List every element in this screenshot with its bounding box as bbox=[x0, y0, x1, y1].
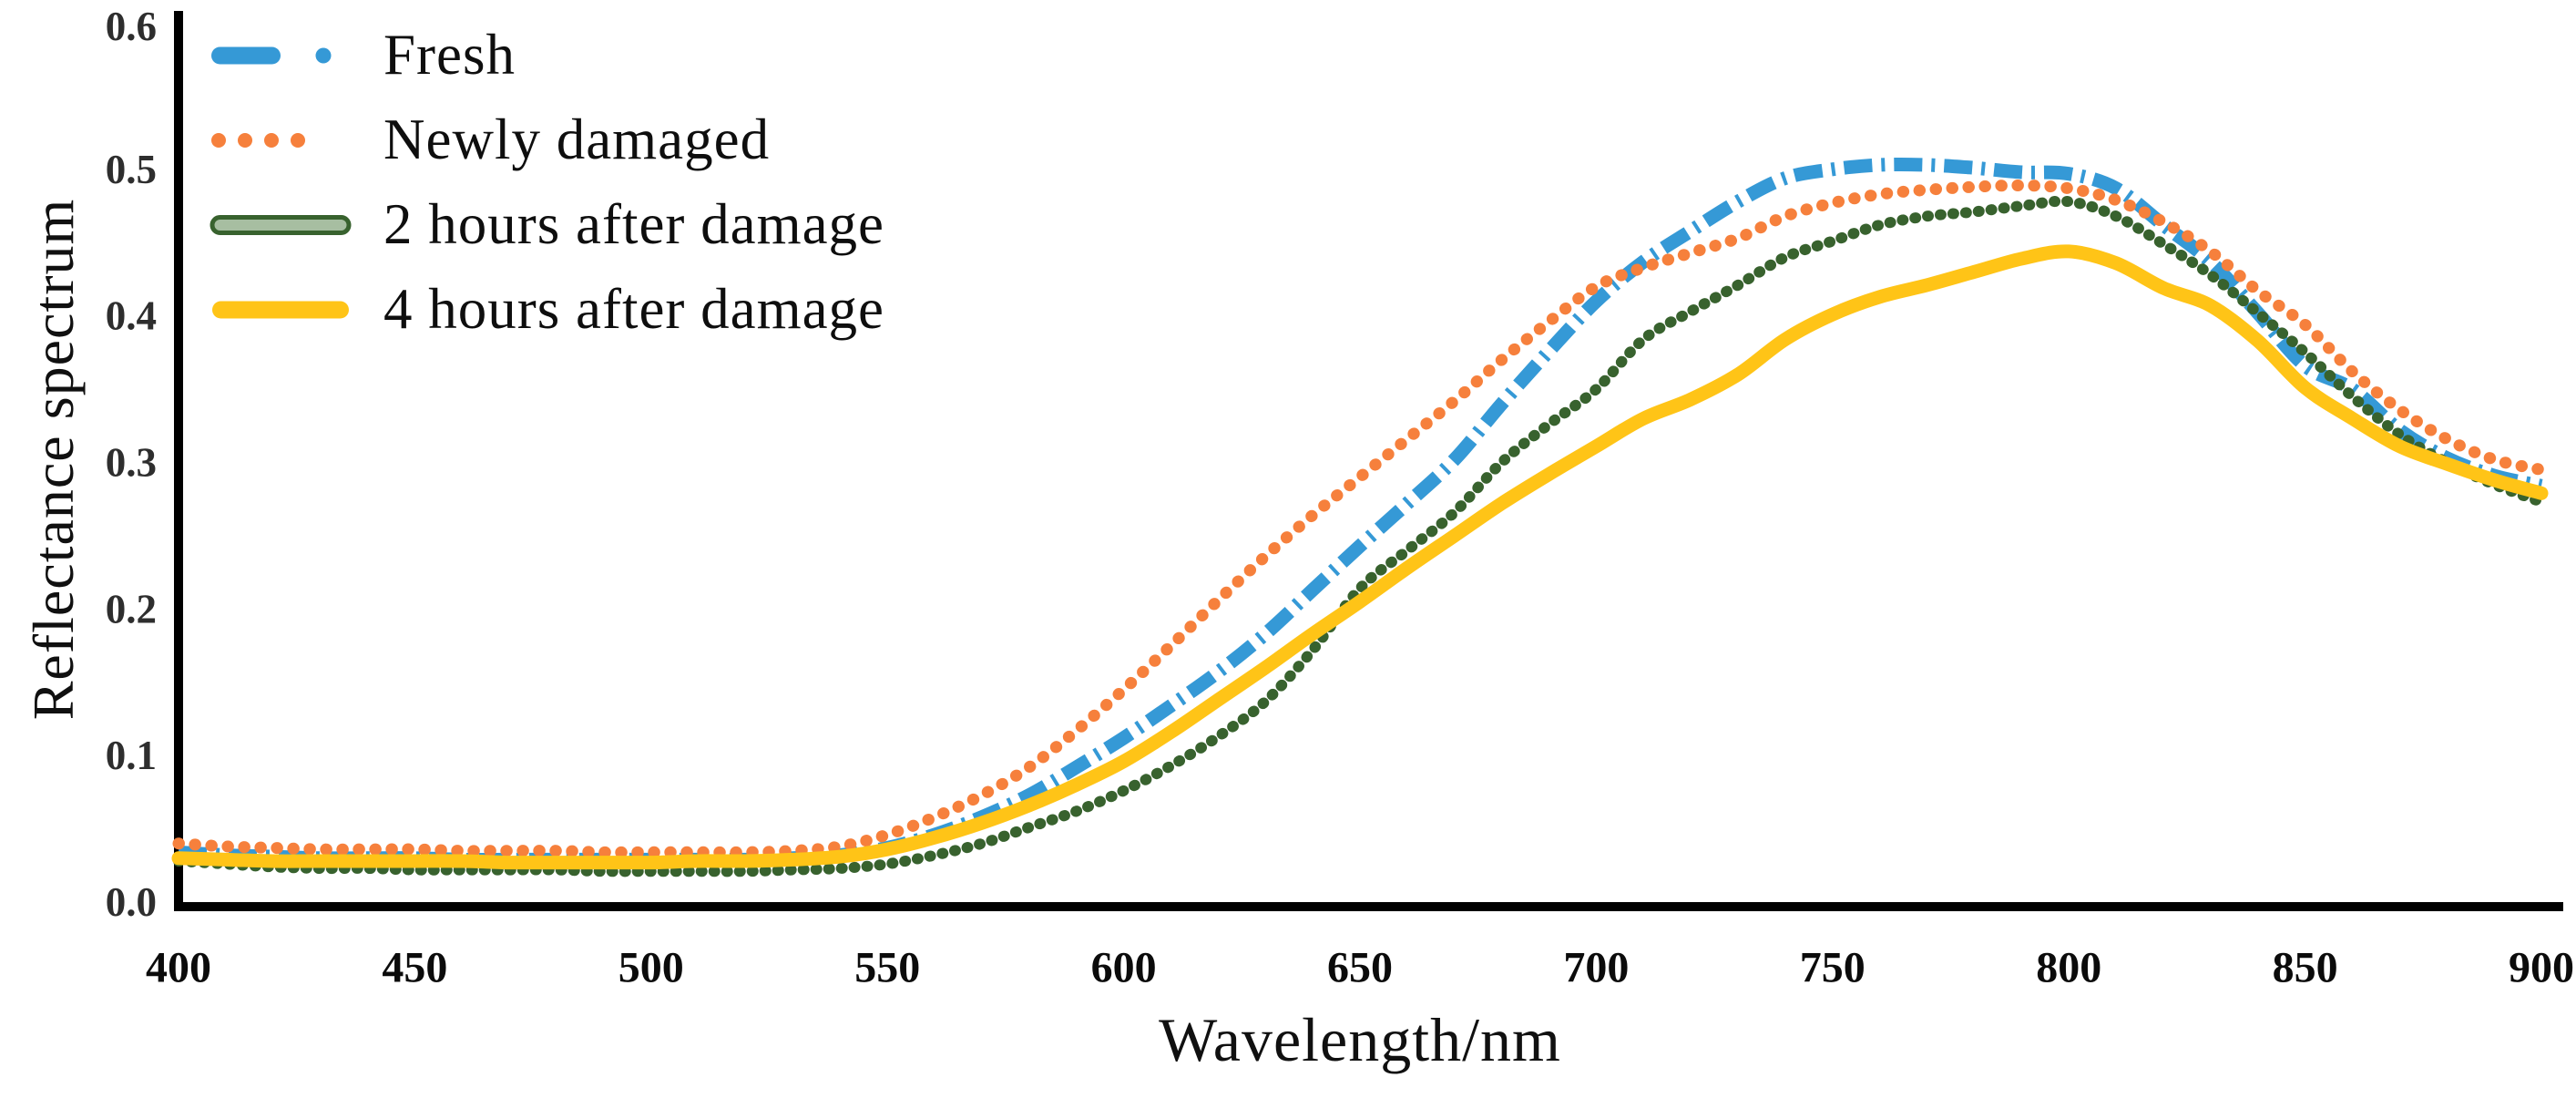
y-axis-title: Reflectance spectrum bbox=[21, 198, 86, 721]
legend-item-newly-damaged: Newly damaged bbox=[210, 97, 884, 182]
legend-swatch-fresh-icon bbox=[211, 46, 332, 64]
x-tick-label: 600 bbox=[1091, 944, 1157, 992]
legend-item-2-hours-after-damage: 2 hours after damage bbox=[210, 182, 884, 267]
legend-swatch-2-hours-after-damage-icon bbox=[210, 214, 352, 235]
x-tick-label: 450 bbox=[382, 944, 447, 992]
series-line-2-hours-after-damage bbox=[173, 195, 2547, 877]
legend-label-4-hours-after-damage: 4 hours after damage bbox=[383, 277, 885, 341]
legend-label-newly-damaged: Newly damaged bbox=[383, 108, 771, 171]
x-tick-label: 750 bbox=[1800, 944, 1866, 992]
x-tick-label: 800 bbox=[2036, 944, 2101, 992]
y-tick-label: 0.4 bbox=[106, 293, 157, 339]
series-line-4-hours-after-damage bbox=[171, 244, 2549, 870]
y-tick-label: 0.2 bbox=[106, 586, 157, 631]
x-tick-label: 850 bbox=[2273, 944, 2338, 992]
y-tick-label: 0.6 bbox=[106, 4, 157, 49]
plot-area: 400 450 500 550 600 650 700 750 800 850 900 0.0 0.1 0… bbox=[106, 4, 2574, 992]
y-tick-label: 0.3 bbox=[106, 440, 157, 486]
legend-swatch-newly-damaged-icon bbox=[211, 132, 305, 148]
legend: Fresh Newly damaged 2 hours after damage 4 … bbox=[210, 13, 884, 352]
legend-label-fresh: Fresh bbox=[383, 23, 516, 87]
legend-swatch-4-hours-after-damage-icon bbox=[212, 301, 349, 318]
y-tick-label: 0.0 bbox=[106, 879, 157, 925]
legend-label-2-hours-after-damage: 2 hours after damage bbox=[383, 192, 885, 256]
x-axis-title: Wavelength/nm bbox=[1159, 1005, 1561, 1074]
x-tick-label: 700 bbox=[1563, 944, 1629, 992]
legend-item-4-hours-after-damage: 4 hours after damage bbox=[210, 267, 884, 352]
y-tick-label: 0.5 bbox=[106, 147, 157, 192]
y-tick-label: 0.1 bbox=[106, 733, 157, 778]
x-tick-label: 400 bbox=[146, 944, 211, 992]
x-tick-label: 650 bbox=[1327, 944, 1393, 992]
x-tick-label: 500 bbox=[618, 944, 684, 992]
legend-item-fresh: Fresh bbox=[210, 13, 884, 97]
x-tick-label: 550 bbox=[854, 944, 920, 992]
x-tick-label: 900 bbox=[2509, 944, 2574, 992]
series-line-newly-damaged bbox=[172, 179, 2548, 858]
